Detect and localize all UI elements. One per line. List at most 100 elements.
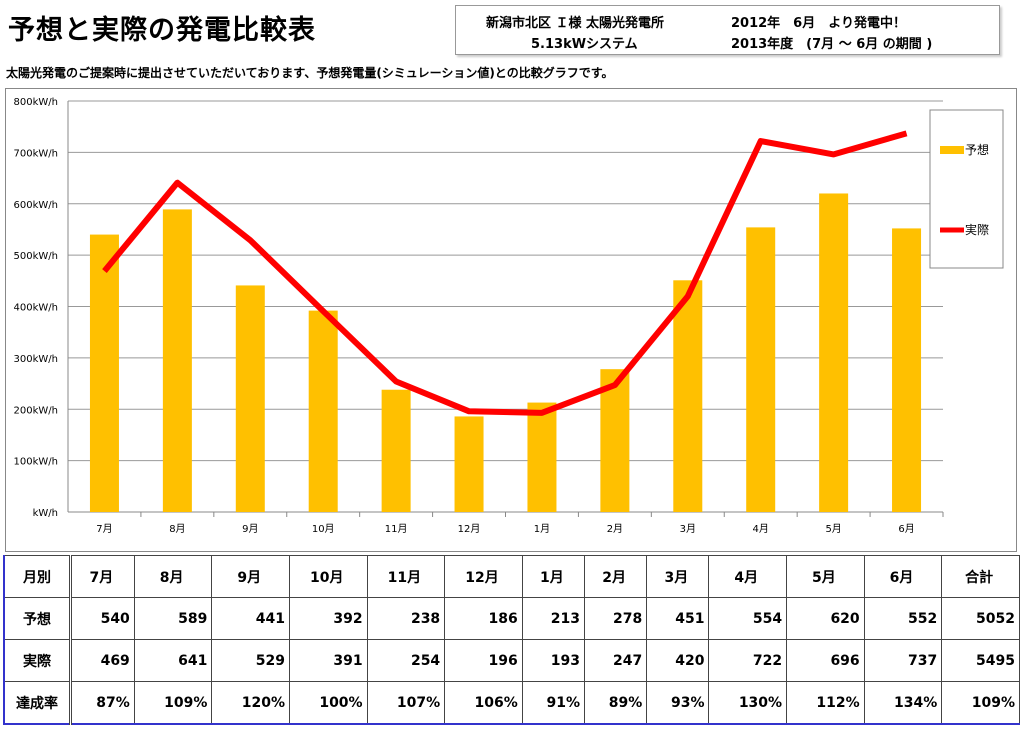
comparison-chart: kW/h 100kW/h 200kW/h 300kW/h 400kW/h 500kW/h 6…: [14, 97, 1004, 535]
table-cell: 93%: [646, 681, 710, 725]
header-cell: 11月: [366, 555, 446, 598]
legend: [929, 109, 1004, 269]
table-row-rate: 達成率 87% 109% 120% 100% 107% 106% 91% 89% 93% 130% 1…: [3, 681, 1020, 725]
y-tick-label: 300kW/h: [14, 354, 58, 365]
table-cell: 696: [786, 639, 865, 682]
y-tick-label: 800kW/h: [14, 97, 58, 108]
header-cell: 12月: [444, 555, 523, 598]
table-cell: 5495: [941, 639, 1020, 682]
bar-forecast: [673, 280, 703, 512]
table-cell: 5052: [941, 597, 1020, 640]
table-cell: 451: [646, 597, 710, 640]
bar-forecast: [89, 234, 119, 512]
table-cell: 722: [708, 639, 788, 682]
bar-forecast: [162, 209, 192, 512]
table-cell: 106%: [444, 681, 523, 725]
x-tick-label: 4月: [753, 523, 769, 535]
y-tick-label: kW/h: [33, 508, 58, 519]
table-cell: 420: [646, 639, 710, 682]
row-label: 達成率: [3, 681, 72, 725]
table-cell: 134%: [863, 681, 943, 725]
legend-label-actual: 実際: [965, 222, 989, 237]
table-cell: 238: [366, 597, 446, 640]
header-cell: 月別: [3, 555, 72, 598]
table-cell: 391: [289, 639, 368, 682]
table-cell: 120%: [211, 681, 290, 725]
x-tick-label: 12月: [458, 523, 481, 535]
table-cell: 540: [70, 597, 135, 640]
y-tick-label: 600kW/h: [14, 200, 58, 211]
x-tick-label: 9月: [242, 523, 258, 535]
y-tick-label: 400kW/h: [14, 303, 58, 314]
legend-swatch-forecast: [940, 146, 964, 154]
page-title: 予想と実際の発電比較表: [8, 15, 316, 46]
x-tick-label: 5月: [825, 523, 841, 535]
bar-forecast: [308, 310, 338, 512]
table-cell: 529: [211, 639, 290, 682]
table-cell: 737: [863, 639, 943, 682]
table-cell: 392: [289, 597, 368, 640]
bar-forecast: [454, 416, 484, 512]
table-cell: 107%: [366, 681, 446, 725]
header-cell: 8月: [133, 555, 213, 598]
table-cell: 620: [786, 597, 865, 640]
table-cell: 196: [444, 639, 523, 682]
table-cell: 91%: [521, 681, 586, 725]
y-tick-label: 500kW/h: [14, 251, 58, 262]
bar-forecast: [381, 389, 411, 512]
table-cell: 89%: [584, 681, 648, 725]
table-cell: 552: [863, 597, 943, 640]
y-tick-label: 200kW/h: [14, 405, 58, 416]
table-cell: 112%: [786, 681, 865, 725]
x-tick-label: 8月: [169, 523, 185, 535]
header-cell: 合計: [941, 555, 1020, 598]
y-tick-label: 100kW/h: [14, 457, 58, 468]
x-tick-label: 6月: [898, 523, 914, 535]
x-tick-label: 10月: [312, 523, 335, 535]
table-cell: 100%: [289, 681, 368, 725]
table-cell: 469: [70, 639, 135, 682]
table-cell: 254: [366, 639, 446, 682]
table-cell: 87%: [70, 681, 135, 725]
bar-forecast: [235, 285, 265, 512]
header-cell: 10月: [289, 555, 368, 598]
bar-forecast: [892, 228, 922, 512]
table-row-forecast: 予想 540 589 441 392 238 186 213 278 451 554 620 552 50…: [3, 597, 1020, 640]
system-size: 5.13kWシステム: [531, 37, 638, 52]
chart-area: [5, 88, 1017, 552]
table-cell: 641: [133, 639, 213, 682]
fiscal-period: 2013年度 (7月 ～ 6月 の期間 ): [731, 37, 933, 52]
row-label: 予想: [3, 597, 72, 640]
header-cell: 4月: [708, 555, 788, 598]
table-cell: 441: [211, 597, 290, 640]
start-date: 2012年 6月 より発電中！: [731, 16, 906, 31]
line-actual: [102, 130, 908, 416]
table-cell: 193: [521, 639, 586, 682]
header-cell: 7月: [70, 555, 135, 598]
plant-name: 新潟市北区 Ｉ様 太陽光発電所: [486, 16, 665, 31]
header-cell: 2月: [584, 555, 648, 598]
table-cell: 186: [444, 597, 523, 640]
header-cell: 9月: [211, 555, 290, 598]
legend-label-forecast: 予想: [965, 142, 989, 157]
table-cell: 554: [708, 597, 788, 640]
table-cell: 589: [133, 597, 213, 640]
table-cell: 109%: [133, 681, 213, 725]
table-cell: 213: [521, 597, 586, 640]
table-cell: 278: [584, 597, 648, 640]
subtitle: 太陽光発電のご提案時に提出させていただいております、予想発電量(シミュレーション…: [6, 66, 614, 80]
y-tick-label: 700kW/h: [14, 148, 58, 159]
table-cell: 247: [584, 639, 648, 682]
table-cell: 109%: [941, 681, 1020, 725]
bar-forecast: [600, 369, 630, 512]
header-cell: 5月: [786, 555, 865, 598]
info-box: 新潟市北区 Ｉ様 太陽光発電所 2012年 6月 より発電中！ 5.13kWシス…: [455, 5, 1000, 55]
x-tick-label: 7月: [96, 523, 112, 535]
x-tick-label: 11月: [385, 523, 408, 535]
table-cell: 130%: [708, 681, 788, 725]
data-table: 月別 7月 8月 9月 10月 11月 12月 1月 2月 3月 4月 5月 6月 合計 予想 540 589…: [3, 555, 1020, 725]
row-label: 実際: [3, 639, 72, 682]
header-cell: 1月: [521, 555, 586, 598]
bar-forecast: [527, 402, 557, 512]
bar-forecast: [819, 193, 849, 512]
